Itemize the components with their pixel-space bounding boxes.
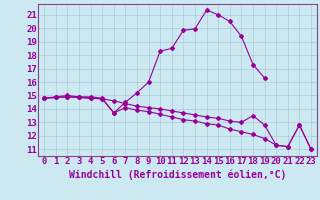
X-axis label: Windchill (Refroidissement éolien,°C): Windchill (Refroidissement éolien,°C) [69, 169, 286, 180]
